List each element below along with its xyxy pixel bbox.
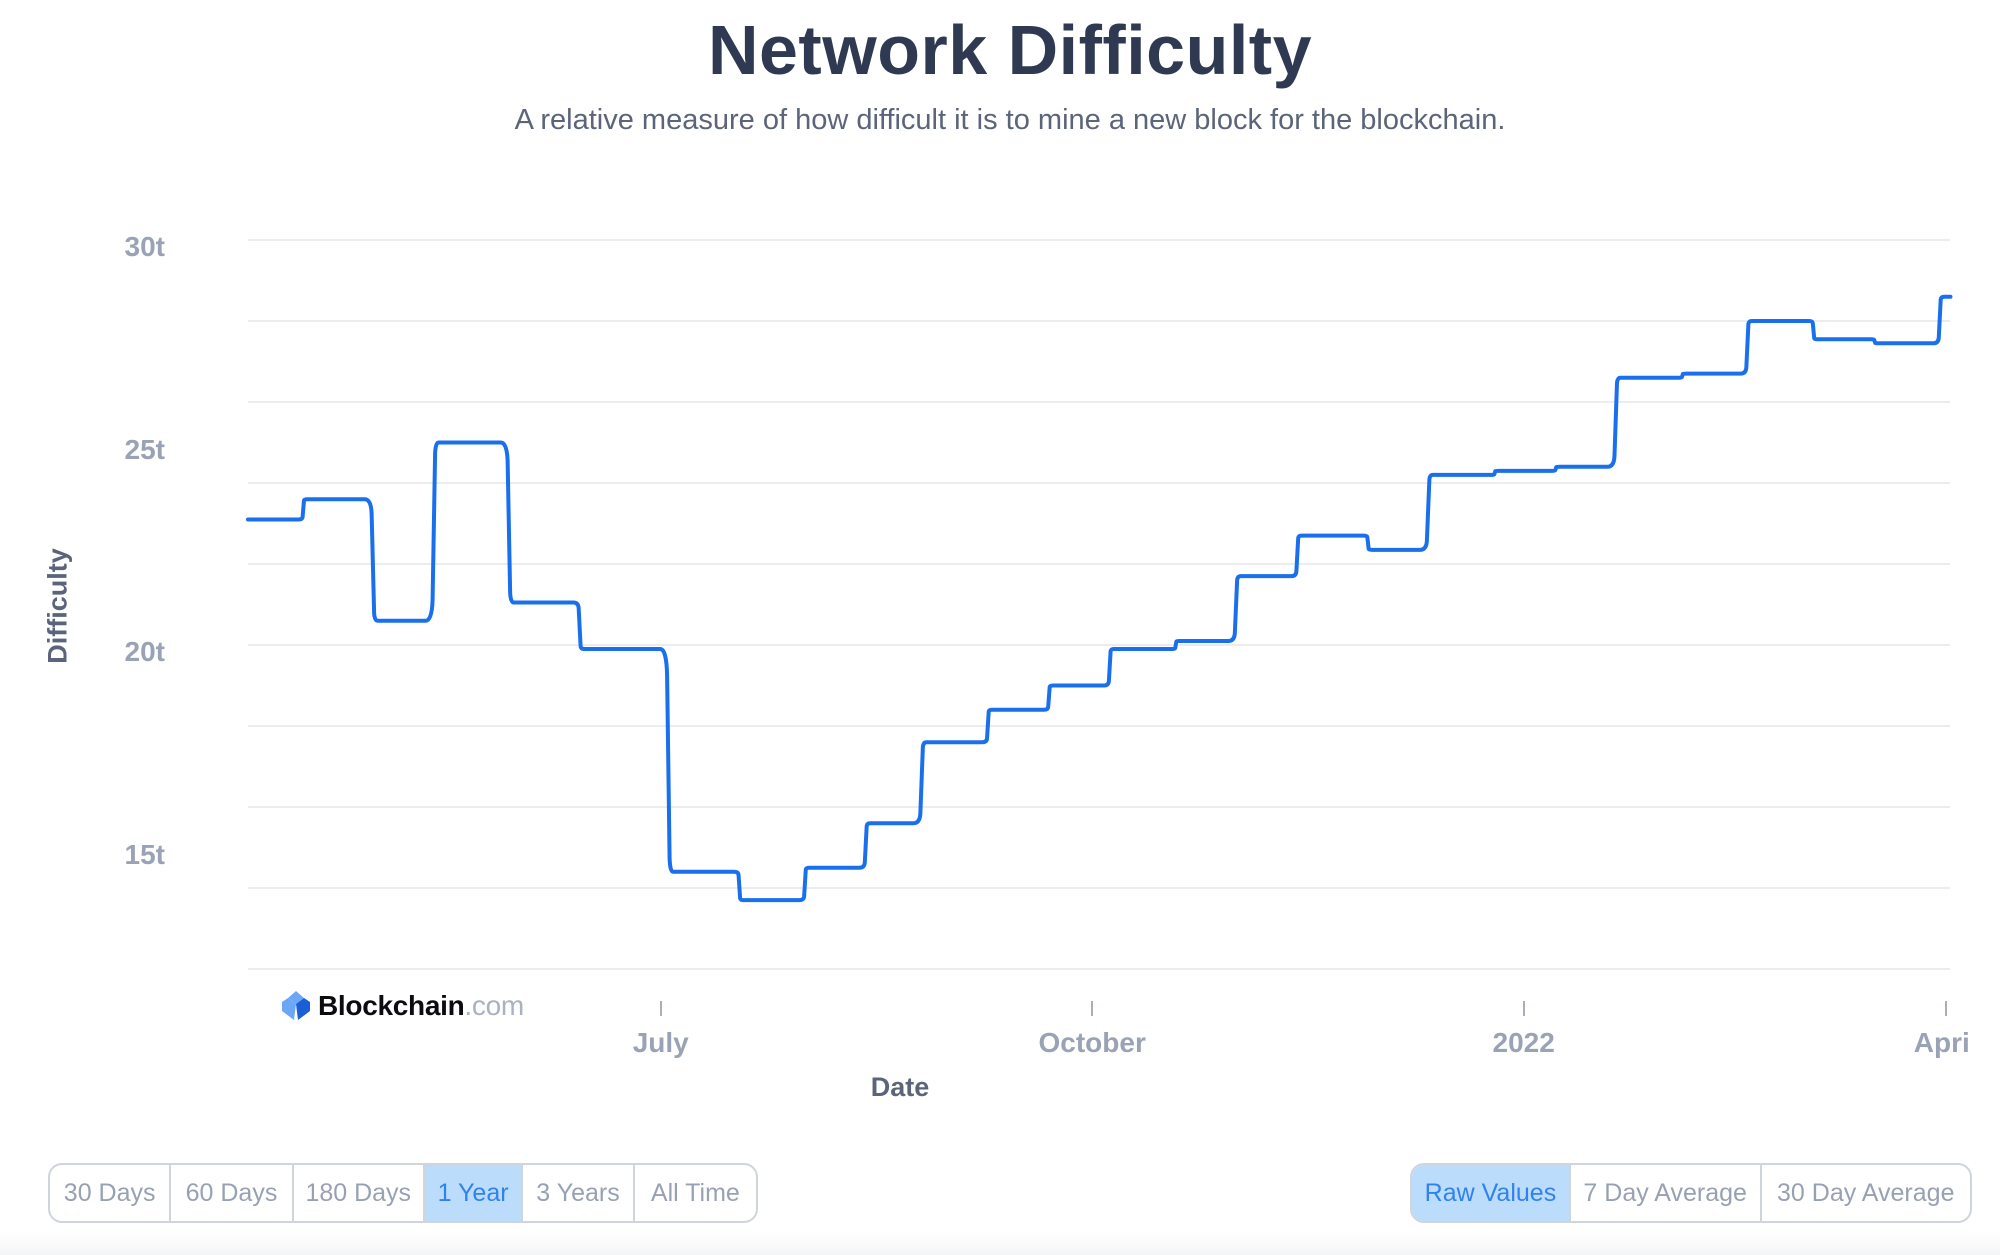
logo-tld: .com xyxy=(464,990,524,1021)
page-subtitle: A relative measure of how difficult it i… xyxy=(514,104,1506,136)
y-axis-title: Difficulty xyxy=(42,548,73,664)
value-mode-selector: Raw Values 7 Day Average 30 Day Average xyxy=(1410,1163,1972,1223)
page-bottom-edge xyxy=(0,1232,2000,1255)
range-button-180-days[interactable]: 180 Days xyxy=(294,1165,425,1221)
chart-plot-area[interactable] xyxy=(0,0,2000,1100)
mode-button-30-day-average[interactable]: 30 Day Average xyxy=(1762,1165,1970,1221)
blockchain-cube-icon xyxy=(282,991,310,1020)
x-axis-title: Date xyxy=(870,1072,930,1102)
mode-button-raw-values[interactable]: Raw Values xyxy=(1412,1165,1571,1221)
range-button-label: 1 Year xyxy=(437,1178,509,1207)
range-button-label: 60 Days xyxy=(185,1178,278,1207)
x-tick-mark xyxy=(659,1001,662,1016)
x-tick-label: July xyxy=(632,1027,689,1058)
mode-button-label: 7 Day Average xyxy=(1583,1178,1747,1207)
mode-button-label: Raw Values xyxy=(1424,1178,1557,1207)
x-tick-label: 2022 xyxy=(1492,1027,1555,1058)
blockchain-logo: Blockchain .com xyxy=(282,990,524,1022)
time-range-selector: 30 Days 60 Days 180 Days 1 Year 3 Years … xyxy=(48,1163,758,1223)
range-button-all-time[interactable]: All Time xyxy=(635,1165,756,1221)
range-button-30-days[interactable]: 30 Days xyxy=(50,1165,172,1221)
mode-button-7-day-average[interactable]: 7 Day Average xyxy=(1571,1165,1762,1221)
y-tick-label: 30t xyxy=(124,231,165,262)
x-tick-label: October xyxy=(1038,1027,1146,1058)
range-button-1-year[interactable]: 1 Year xyxy=(424,1165,524,1221)
range-button-label: 3 Years xyxy=(536,1178,620,1207)
y-tick-label: 20t xyxy=(124,636,165,667)
range-button-label: All Time xyxy=(650,1178,740,1207)
x-tick-label: Apri xyxy=(1913,1027,1970,1058)
page-title: Network Difficulty xyxy=(707,11,1313,89)
x-tick-mark xyxy=(1091,1001,1094,1016)
gridlines xyxy=(248,239,1950,970)
range-button-label: 30 Days xyxy=(63,1178,156,1207)
range-button-label: 180 Days xyxy=(305,1178,412,1207)
range-button-3-years[interactable]: 3 Years xyxy=(523,1165,635,1221)
y-tick-label: 25t xyxy=(124,433,165,465)
logo-wordmark: Blockchain xyxy=(318,990,465,1021)
range-button-60-days[interactable]: 60 Days xyxy=(171,1165,294,1221)
difficulty-series-line[interactable] xyxy=(246,294,1953,903)
x-tick-mark xyxy=(1944,1001,1947,1016)
x-tick-mark xyxy=(1522,1001,1525,1016)
y-tick-label: 15t xyxy=(124,838,165,870)
mode-button-label: 30 Day Average xyxy=(1777,1178,1955,1207)
